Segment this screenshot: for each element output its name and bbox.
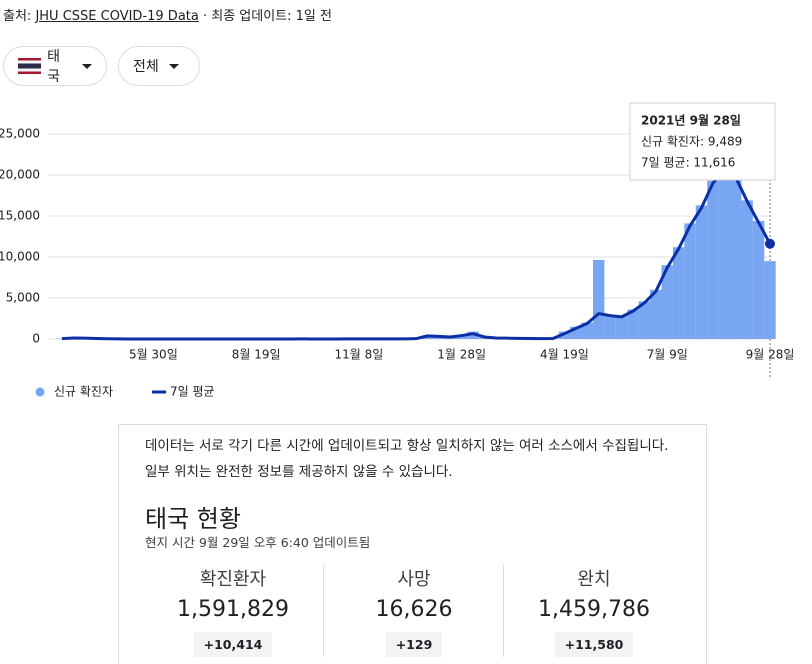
hover-dot bbox=[765, 239, 775, 249]
stat-label: 사망 bbox=[324, 565, 504, 591]
updated: · 최종 업데이트: 1일 전 bbox=[199, 9, 332, 24]
stats-panel: 데이터는 서로 각기 다른 시간에 업데이트되고 항상 일치하지 않는 여러 소… bbox=[118, 424, 707, 664]
panel-title: 태국 현황 bbox=[145, 499, 241, 534]
dropdown-arrow bbox=[82, 64, 92, 69]
stat-value: 16,626 bbox=[324, 597, 504, 622]
dropdown-arrow bbox=[169, 64, 179, 69]
y-tick-label: 15,000 bbox=[0, 209, 40, 223]
chart: 0 5,000 10,000 15,000 20,000 25,000 5월 30일 8월 1… bbox=[0, 95, 812, 415]
x-tick-label: 1월 28일 bbox=[437, 348, 486, 362]
legend-marker bbox=[36, 388, 45, 397]
stat: 완치 1,459,786 +11,580 bbox=[503, 565, 684, 657]
y-tick-label: 5,000 bbox=[6, 291, 40, 305]
x-tick-label: 8월 19일 bbox=[232, 348, 281, 362]
y-tick-label: 10,000 bbox=[0, 250, 40, 264]
bar bbox=[730, 177, 741, 339]
stat: 사망 16,626 +129 bbox=[323, 565, 504, 657]
stat-label: 완치 bbox=[504, 565, 684, 591]
stat-delta: +11,580 bbox=[555, 632, 634, 657]
y-tick-label: 0 bbox=[32, 332, 40, 346]
note: 데이터는 서로 각기 다른 시간에 업데이트되고 항상 일치하지 않는 여러 소… bbox=[145, 433, 685, 485]
bar bbox=[753, 221, 764, 339]
country-select[interactable]: 태국 bbox=[3, 46, 107, 86]
legend-label: 신규 확진자 bbox=[54, 385, 113, 399]
bar bbox=[673, 247, 684, 339]
stat: 확진환자 1,591,829 +10,414 bbox=[143, 565, 323, 657]
range: 전체 bbox=[133, 56, 159, 76]
stat-value: 1,459,786 bbox=[504, 597, 684, 622]
range-select[interactable]: 전체 bbox=[118, 46, 200, 86]
bar bbox=[719, 168, 730, 339]
stat-label: 확진환자 bbox=[143, 565, 323, 591]
bar bbox=[696, 205, 707, 339]
bar bbox=[741, 200, 752, 339]
country: 태국 bbox=[47, 46, 72, 86]
tooltip-line: 7일 평균: 11,616 bbox=[641, 156, 735, 170]
y-tick-label: 20,000 bbox=[0, 168, 40, 182]
bar bbox=[764, 261, 775, 339]
source-link[interactable]: JHU CSSE COVID-19 Data bbox=[35, 9, 198, 24]
tooltip-date: 2021년 9월 28일 bbox=[641, 113, 741, 128]
source-prefix: 출처: bbox=[3, 9, 35, 24]
bar bbox=[684, 223, 695, 339]
x-tick-label: 7월 9일 bbox=[647, 348, 688, 362]
panel-subtitle: 현지 시간 9월 29일 오후 6:40 업데이트됨 bbox=[145, 532, 370, 551]
bar bbox=[616, 316, 627, 339]
stat-delta: +129 bbox=[386, 632, 443, 657]
legend-label: 7일 평균 bbox=[170, 385, 215, 399]
bar bbox=[707, 181, 718, 339]
x-tick-label: 4월 19일 bbox=[540, 348, 589, 362]
bar bbox=[593, 260, 604, 339]
bar bbox=[604, 315, 615, 339]
flag bbox=[18, 58, 41, 74]
source: 출처: JHU CSSE COVID-19 Data · 최종 업데이트: 1일… bbox=[3, 5, 332, 24]
y-tick-label: 25,000 bbox=[0, 127, 40, 141]
x-tick-label: 5월 30일 bbox=[129, 348, 178, 362]
stat-value: 1,591,829 bbox=[143, 597, 323, 622]
tooltip-line: 신규 확진자: 9,489 bbox=[641, 135, 742, 149]
x-tick-label: 11월 8일 bbox=[334, 348, 383, 362]
stat-delta: +10,414 bbox=[194, 632, 273, 657]
